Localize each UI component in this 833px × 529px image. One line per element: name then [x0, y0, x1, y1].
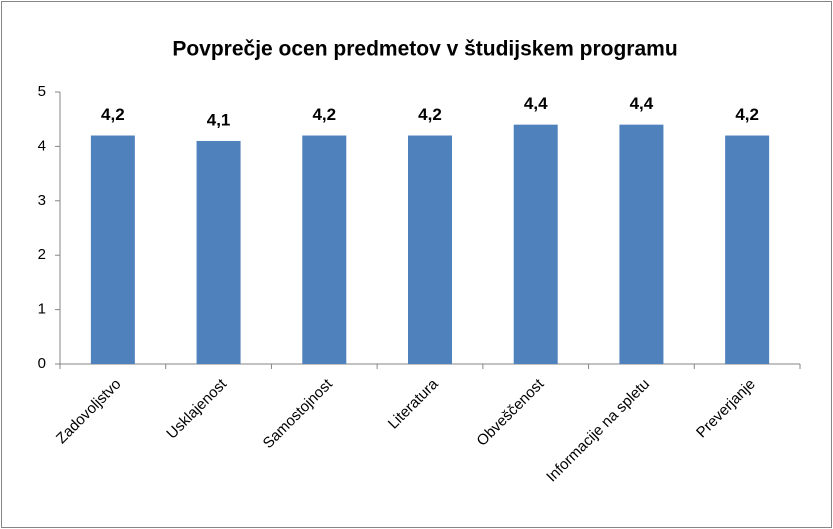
value-label: 4,2: [101, 105, 125, 124]
bar: [619, 124, 664, 364]
value-label: 4,2: [735, 105, 759, 124]
bar: [513, 124, 558, 364]
bar: [196, 140, 241, 364]
bar: [408, 135, 452, 364]
chart-title: Povprečje ocen predmetov v študijskem pr…: [172, 38, 677, 61]
value-label: 4,2: [312, 105, 336, 124]
bar: [302, 135, 347, 364]
bar: [725, 135, 770, 364]
y-tick-label: 2: [38, 246, 46, 263]
y-tick-label: 0: [38, 355, 46, 372]
y-tick-label: 4: [38, 137, 46, 154]
y-tick-label: 3: [38, 192, 46, 209]
value-label: 4,4: [630, 94, 654, 113]
y-tick-label: 5: [38, 83, 46, 100]
bar: [90, 135, 135, 364]
value-label: 4,4: [524, 94, 548, 113]
y-tick-label: 1: [38, 301, 46, 318]
value-label: 4,2: [418, 105, 442, 124]
value-label: 4,1: [207, 110, 231, 129]
